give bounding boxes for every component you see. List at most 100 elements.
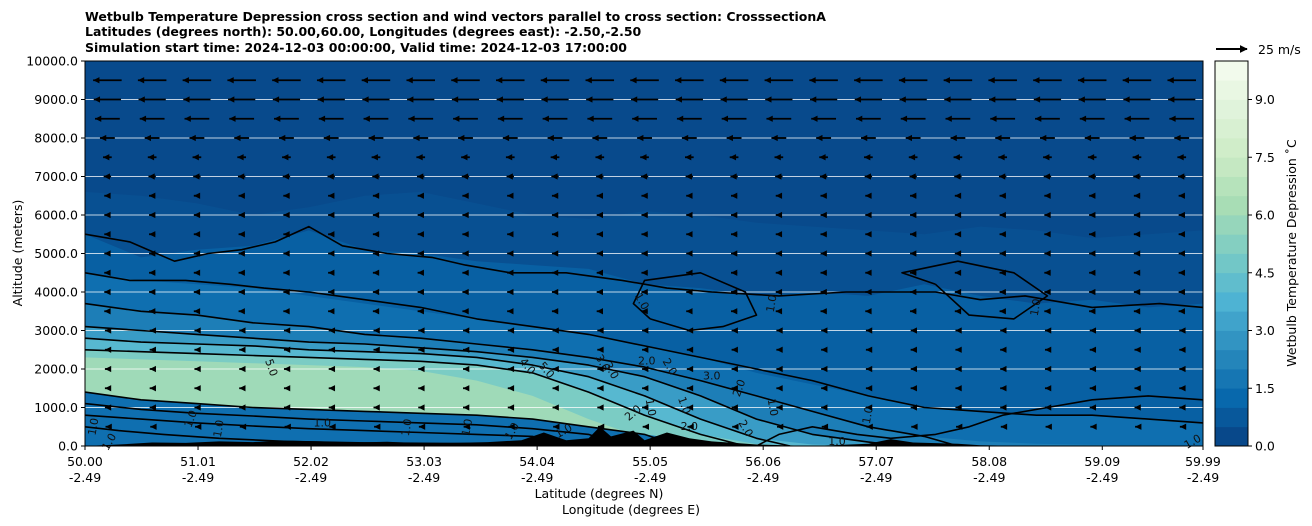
wind-vector [686,288,693,296]
wind-vector [417,308,424,315]
y-tick-label: 4000.0 [34,285,78,300]
contour-line [85,414,567,446]
wind-vector [451,77,480,84]
wind-vector [641,308,648,315]
wind-vector [995,134,1011,142]
wind-vector [328,327,336,334]
wind-vector [776,423,784,430]
wind-vector [1043,173,1052,180]
wind-vector [596,231,603,238]
wind-vector [1044,404,1052,411]
wind-vector [552,404,559,411]
colorbar-segment [1215,195,1248,216]
colorbar-segment [1215,234,1248,254]
wind-vector [418,346,425,353]
wind-vector [640,154,649,161]
x-tick-label-lon: -2.49 [295,470,327,485]
wind-vector [418,385,425,392]
wind-vector [371,154,381,161]
wind-vector [596,288,603,296]
wind-vector [279,134,294,142]
wind-vector [1089,308,1096,315]
wind-vector [228,96,256,103]
wind-vector [820,269,827,276]
colorbar-tick-label: 7.5 [1255,150,1275,165]
wind-vector [1044,211,1051,219]
wind-vector [641,192,648,199]
wind-vector [283,288,290,296]
wind-vector [775,231,783,238]
wind-vector [507,327,515,334]
wind-vector [1134,385,1141,392]
wind-vector [1089,192,1096,199]
wind-vector [990,115,1016,122]
wind-vector [195,423,202,430]
wind-vector [239,404,246,411]
wind-vector [864,154,873,161]
wind-vector [149,365,156,373]
wind-vector [462,250,469,257]
wind-vector [194,327,201,334]
contour-line [901,260,1049,320]
colorbar-segment [1215,330,1248,351]
wind-vector [1179,365,1186,373]
wind-vector [642,365,649,373]
wind-vector [1168,96,1196,103]
wind-vector [182,77,212,84]
wind-vector [955,385,962,392]
x-tick-label-lat: 58.08 [971,454,1007,469]
wind-vector [954,308,962,315]
wind-vector [865,192,872,199]
wind-vector [719,77,749,84]
wind-vector [363,115,389,122]
wind-vector [1178,231,1185,238]
contour-label: 1.0 [182,408,200,429]
contour-line [632,272,758,332]
wind-vector [586,96,614,103]
wind-vector [821,404,828,411]
colorbar-segment [1215,253,1248,274]
wind-vector [776,385,783,392]
wind-vector [361,77,391,84]
wind-vector [1177,154,1187,161]
wind-vector [820,192,827,199]
y-tick-label: 5000.0 [34,246,78,261]
colorbar-tick-label: 3.0 [1255,323,1275,338]
wind-vector [642,423,649,430]
wind-vector [1169,115,1195,122]
wind-vector [641,231,648,238]
colorbar-segment [1215,99,1248,120]
wind-vector [1000,423,1008,430]
wind-vector [104,231,111,238]
wind-vector [999,288,1006,296]
wind-vector [417,288,424,296]
y-tick-label: 9000.0 [34,92,78,107]
wind-vector [998,173,1007,180]
wind-vector [183,96,211,103]
wind-vector [999,211,1006,219]
wind-vector [1089,250,1096,257]
wind-vector [317,96,345,103]
wind-vector [1089,365,1097,373]
wind-vector [775,269,783,276]
wind-vector [149,231,156,238]
wind-vector [328,250,335,257]
y-tick-label: 1000.0 [34,400,78,415]
x-tick-label-lon: -2.49 [747,470,779,485]
colorbar-segment [1215,407,1248,428]
wind-vector [418,404,425,411]
x-tick-label-lat: 50.00 [67,454,103,469]
wind-vector [497,115,523,122]
wind-vector [1178,173,1186,180]
quiver-key-label: 25 m/s [1258,42,1301,57]
wind-vector [93,96,122,103]
wind-vector [104,327,112,334]
wind-vector [1134,404,1141,411]
wind-vector [417,192,424,199]
wind-vector [328,365,336,373]
wind-vector [105,423,112,430]
wind-vector [238,192,245,199]
wind-vector [596,192,603,199]
x-axis: 50.00-2.4951.01-2.4952.02-2.4953.03-2.49… [67,446,1221,485]
wind-vector [229,115,255,122]
